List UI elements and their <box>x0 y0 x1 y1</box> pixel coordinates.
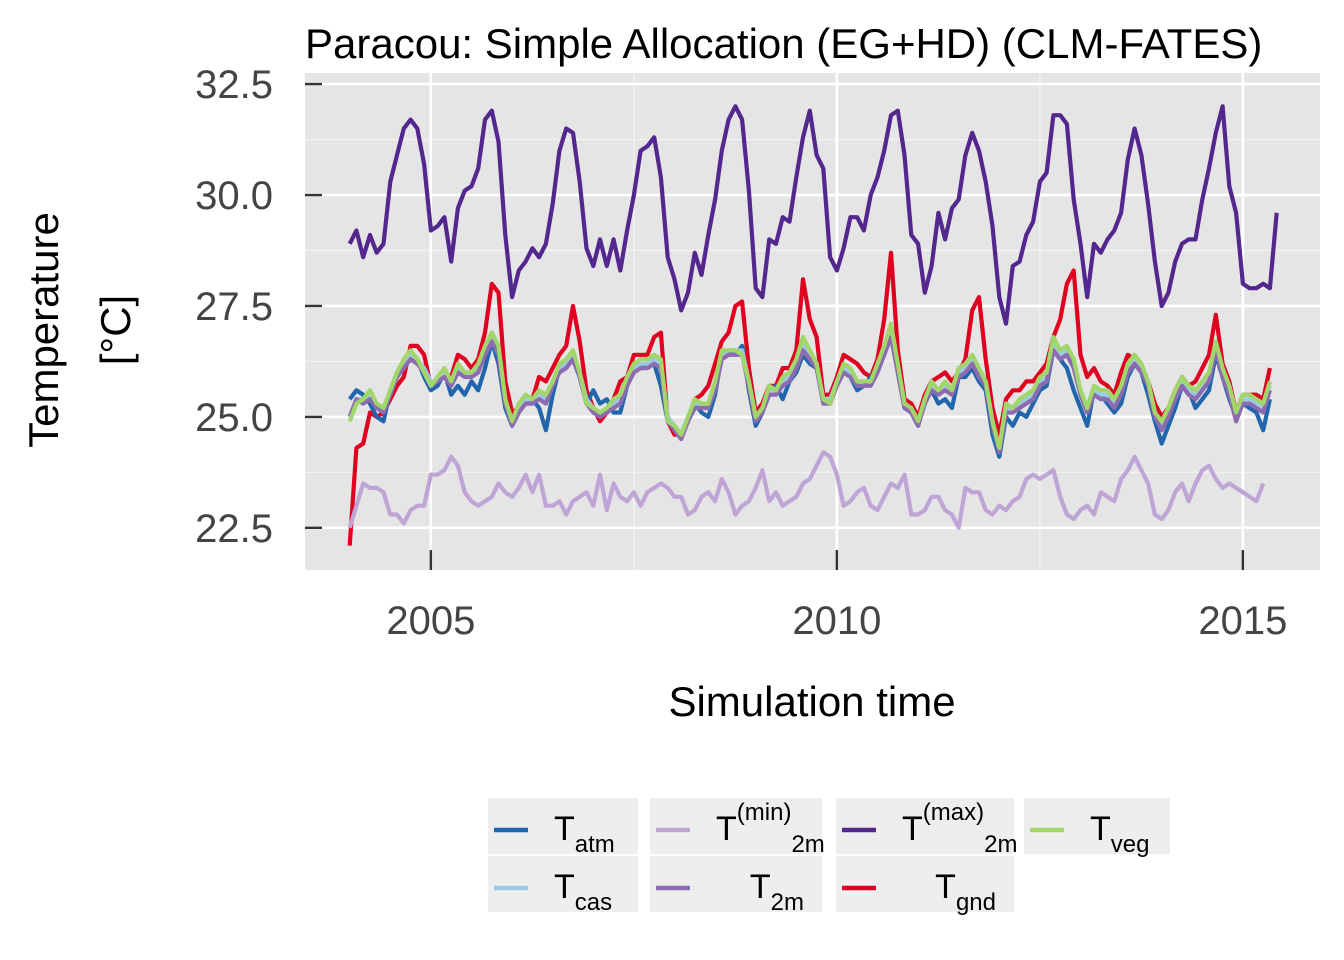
x-axis: 2005 2010 2015 <box>386 550 1287 643</box>
series-lines <box>347 104 1279 546</box>
series-line-t2m_max <box>347 104 1279 326</box>
legend-label: Tgnd <box>935 868 996 916</box>
legend-item-t2m: T2m <box>650 856 822 916</box>
y-tick-label: 27.5 <box>195 285 273 329</box>
series-line-t_gnd <box>347 250 1272 546</box>
x-tick-label: 2015 <box>1198 599 1287 643</box>
legend-item-t_cas: Tcas <box>488 856 638 916</box>
legend-label: T2m <box>750 868 804 916</box>
x-tick-label: 2010 <box>792 599 881 643</box>
legend-key-background <box>488 856 638 912</box>
legend-key-background <box>836 856 1014 912</box>
y-tick-label: 32.5 <box>195 63 273 107</box>
legend-label: T(min)2m <box>716 799 825 858</box>
y-tick-label: 25.0 <box>195 396 273 440</box>
legend-label: Tveg <box>1090 810 1149 858</box>
legend: Tatm Tcas T(min)2m T2m T(max)2m Tgnd Tveg <box>488 798 1170 916</box>
legend-key-background <box>1024 798 1170 854</box>
series-line-t2m_min <box>347 450 1266 530</box>
legend-item-t_gnd: Tgnd <box>836 856 1014 916</box>
x-axis-label: Simulation time <box>668 678 955 725</box>
legend-item-t2m_max: T(max)2m <box>836 798 1017 858</box>
y-tick-label: 30.0 <box>195 174 273 218</box>
legend-key-background <box>488 798 638 854</box>
y-tick-label: 22.5 <box>195 507 273 551</box>
legend-label: Tatm <box>554 810 615 858</box>
legend-key-background <box>650 798 822 854</box>
y-axis-label-line2: [°C] <box>92 295 139 365</box>
legend-item-t2m_min: T(min)2m <box>650 798 825 858</box>
y-axis: 22.5 25.0 27.5 30.0 32.5 <box>195 63 322 551</box>
series-line-t_veg <box>347 321 1272 451</box>
legend-label: Tcas <box>554 868 612 916</box>
grid-lines <box>305 73 1320 570</box>
chart-title: Paracou: Simple Allocation (EG+HD) (CLM-… <box>305 20 1262 67</box>
legend-key-background <box>650 856 822 912</box>
y-axis-label-line1: Temperature <box>20 212 67 448</box>
legend-key-background <box>836 798 1014 854</box>
x-tick-label: 2005 <box>386 599 475 643</box>
legend-item-t_atm: Tatm <box>488 798 638 858</box>
legend-label: T(max)2m <box>902 799 1017 858</box>
y-axis-label: Temperature [°C] <box>20 212 139 448</box>
legend-item-t_veg: Tveg <box>1024 798 1170 858</box>
